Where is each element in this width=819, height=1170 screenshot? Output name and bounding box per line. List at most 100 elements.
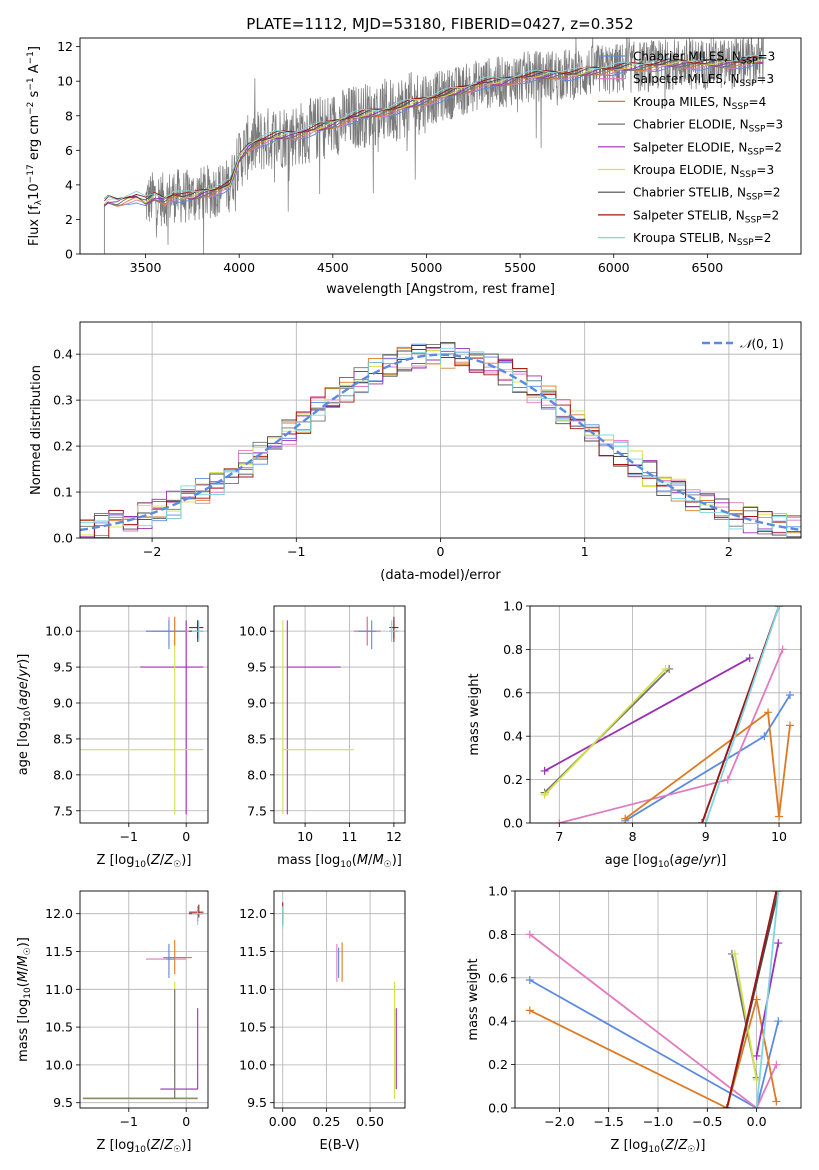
point-marker bbox=[525, 930, 534, 939]
observed-spectrum-line bbox=[145, 38, 764, 254]
point-marker bbox=[540, 790, 549, 799]
y-tick-label: 9.0 bbox=[53, 696, 73, 711]
point-marker bbox=[786, 721, 795, 730]
series-salpeter-miles bbox=[529, 933, 778, 1108]
x-tick-label: 11 bbox=[342, 829, 358, 844]
x-tick-label: 2 bbox=[725, 544, 733, 559]
x-tick-label: 0.25 bbox=[312, 1114, 340, 1129]
errorbars bbox=[80, 616, 204, 815]
legend-label: Salpeter MILES, NSSP=3 bbox=[633, 72, 774, 89]
x-tick-label: 6500 bbox=[691, 260, 723, 275]
axes-spectrum: 3500 4000 4500 5000 5500 6000 6500 0 2 4 6 8 10 12 bbox=[57, 39, 723, 275]
y-tick-label: 0.6 bbox=[503, 685, 523, 700]
x-tick-label: 1 bbox=[581, 544, 589, 559]
y-tick-label: 0.0 bbox=[503, 816, 523, 831]
point-marker bbox=[525, 975, 534, 984]
y-tick-label: 0.2 bbox=[503, 772, 523, 787]
point-marker bbox=[786, 690, 795, 699]
y-axis-label: mass [log10(M/M☉)] bbox=[16, 937, 33, 1062]
y-tick-label: 10 bbox=[57, 74, 73, 89]
legend-label: Salpeter STELIB, NSSP=2 bbox=[633, 208, 779, 225]
y-tick-label: 0 bbox=[65, 247, 73, 262]
model-line-chabrier-miles bbox=[103, 62, 764, 208]
y-tick-label: 11.0 bbox=[239, 982, 267, 997]
y-axis-label: age [log10(age/yr)] bbox=[16, 654, 33, 776]
x-tick-label: 0 bbox=[437, 544, 445, 559]
model-line-kroupa-stelib bbox=[104, 54, 764, 201]
series-kroupa-miles bbox=[529, 999, 778, 1108]
y-tick-label: 0.0 bbox=[488, 1101, 508, 1116]
y-tick-label: 11.0 bbox=[45, 982, 73, 997]
legend-label: Chabrier MILES, NSSP=3 bbox=[633, 50, 775, 67]
x-tick-label: 10 bbox=[297, 829, 313, 844]
y-tick-label: 0.2 bbox=[53, 439, 73, 454]
y-tick-label: 8.5 bbox=[53, 731, 73, 746]
x-tick-label: −2 bbox=[143, 544, 161, 559]
axes-frame bbox=[273, 890, 406, 1109]
y-tick-label: 0.4 bbox=[503, 729, 523, 744]
y-axis-label: Normed distribution bbox=[29, 365, 44, 495]
y-tick-label: 9.5 bbox=[247, 660, 267, 675]
legend-label: Salpeter ELODIE, NSSP=2 bbox=[633, 140, 782, 157]
y-tick-label: 9.0 bbox=[247, 696, 267, 711]
x-tick-label: 4500 bbox=[317, 260, 349, 275]
y-tick-label: 0.4 bbox=[488, 1014, 508, 1029]
x-axis-label: E(B-V) bbox=[319, 1138, 359, 1153]
x-tick-label: −2.0 bbox=[544, 1114, 574, 1129]
x-tick-label: −1 bbox=[120, 829, 138, 844]
legend: 𝒩(0, 1) bbox=[702, 337, 784, 351]
point-marker bbox=[752, 1104, 761, 1108]
errorbars bbox=[282, 616, 399, 815]
y-tick-label: 7.5 bbox=[53, 803, 73, 818]
y-tick-label: 12.0 bbox=[45, 906, 73, 921]
x-tick-label: −1.5 bbox=[594, 1114, 624, 1129]
point-marker bbox=[775, 812, 784, 821]
point-marker bbox=[621, 814, 630, 823]
x-tick-label: 10 bbox=[771, 829, 787, 844]
point-marker bbox=[772, 1097, 781, 1106]
x-tick-label: 9 bbox=[702, 829, 710, 844]
series-salpeter-stelib bbox=[726, 891, 778, 1108]
point-marker bbox=[661, 664, 670, 673]
x-axis-label: Z [log10(Z/Z☉)] bbox=[97, 853, 192, 870]
weight-series bbox=[525, 891, 783, 1108]
y-tick-label: 8.5 bbox=[247, 731, 267, 746]
series-kroupa-elodie bbox=[734, 953, 758, 1080]
x-tick-label: 3500 bbox=[130, 260, 162, 275]
y-tick-label: 9.5 bbox=[53, 660, 73, 675]
x-tick-label: −1.0 bbox=[643, 1114, 673, 1129]
axes-mass-weight-vs-Z: −2.0 −1.5 −1.0 −0.5 0.0 0.0 0.2 0.4 0.6 0.8 1.0 bbox=[488, 884, 801, 1129]
point-marker bbox=[772, 1060, 781, 1069]
point-marker bbox=[775, 606, 784, 610]
point-marker bbox=[745, 654, 754, 663]
legend-label: Chabrier ELODIE, NSSP=3 bbox=[633, 118, 783, 135]
x-tick-label: 5000 bbox=[411, 260, 443, 275]
y-tick-label: 10.5 bbox=[45, 1020, 73, 1035]
y-tick-label: 8.0 bbox=[247, 767, 267, 782]
point-marker bbox=[752, 1051, 761, 1060]
point-marker bbox=[764, 708, 773, 717]
axes-frame bbox=[79, 37, 802, 255]
axes-frame bbox=[79, 890, 209, 1109]
model-line-salpeter-miles bbox=[104, 61, 764, 207]
y-tick-label: 0.8 bbox=[503, 642, 523, 657]
legend-label: Kroupa ELODIE, NSSP=3 bbox=[633, 163, 774, 180]
x-tick-label: 5500 bbox=[504, 260, 536, 275]
legend-label: Kroupa STELIB, NSSP=2 bbox=[633, 231, 771, 248]
x-tick-label: 0.0 bbox=[747, 1114, 767, 1129]
point-marker bbox=[778, 645, 787, 654]
point-marker bbox=[540, 766, 549, 775]
y-tick-label: 10.0 bbox=[239, 624, 267, 639]
series-kroupa-stelib bbox=[704, 606, 780, 823]
point-marker bbox=[730, 949, 739, 958]
x-tick-label: −1 bbox=[287, 544, 305, 559]
axes-mass-vs-EBV: 0.00 0.25 0.50 9.5 10.0 10.5 11.0 11.5 12.0 bbox=[239, 891, 405, 1129]
y-tick-label: 8.0 bbox=[53, 767, 73, 782]
series-kroupa-stelib bbox=[755, 891, 780, 1108]
axes-frame bbox=[79, 321, 802, 539]
axes-age-vs-mass: 10 11 12 7.5 8.0 8.5 9.0 9.5 10.0 bbox=[239, 606, 405, 844]
legend-label: Chabrier STELIB, NSSP=2 bbox=[633, 186, 781, 203]
y-tick-label: 10.5 bbox=[239, 1020, 267, 1035]
y-tick-label: 0.0 bbox=[53, 531, 73, 546]
errorbars bbox=[282, 902, 397, 1099]
